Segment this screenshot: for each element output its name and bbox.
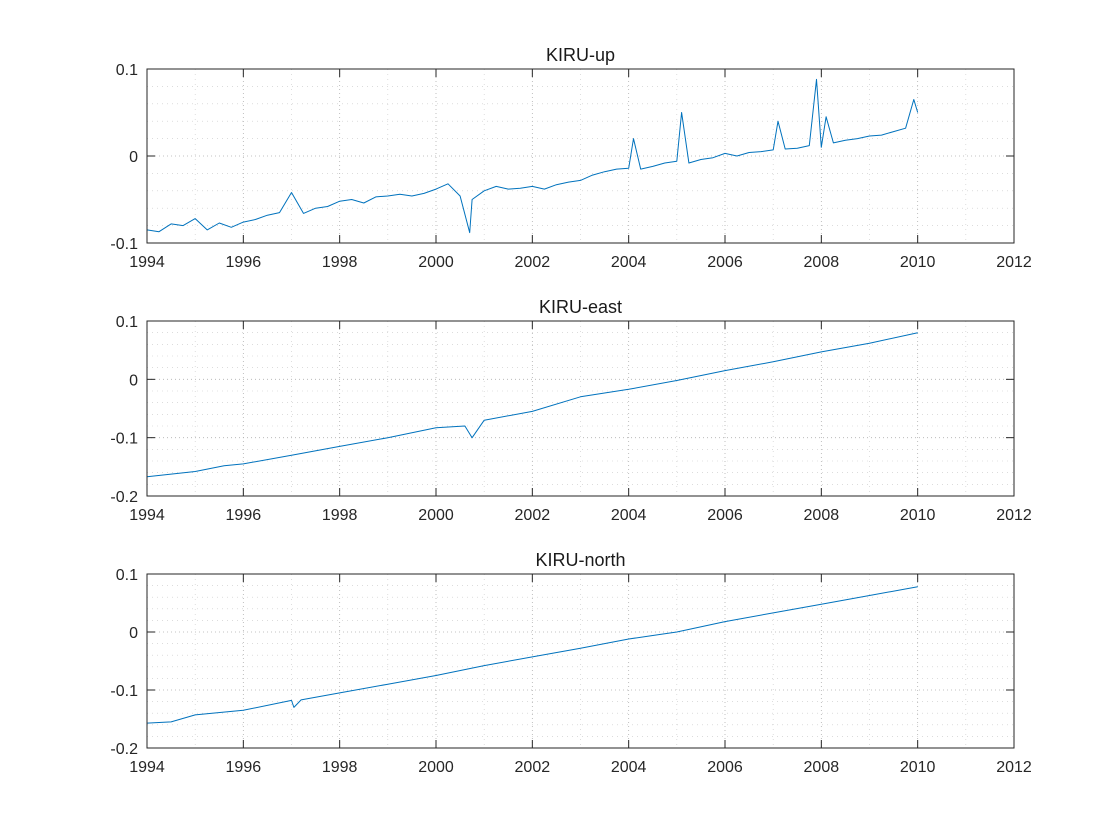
grid bbox=[147, 321, 1014, 496]
x-tick-label: 2004 bbox=[611, 759, 647, 776]
subplot-title: KIRU-east bbox=[539, 297, 622, 317]
y-tick-label: -0.1 bbox=[110, 236, 138, 253]
y-tick-label: 0.1 bbox=[116, 567, 138, 584]
axes-frame bbox=[146, 320, 1015, 497]
subplot-kiru-east: 1994 1996 1998 2000 2002 2004 2006 2008 2010 2012… bbox=[110, 297, 1031, 524]
y-tick-label: 0 bbox=[129, 625, 138, 642]
subplot-kiru-north: 1994 1996 1998 2000 2002 2004 2006 2008 2010 2012… bbox=[110, 550, 1031, 776]
x-tick-label: 1994 bbox=[129, 759, 165, 776]
x-tick-label: 2010 bbox=[900, 759, 936, 776]
x-tick-label: 1996 bbox=[226, 507, 262, 524]
x-tick-label: 2002 bbox=[515, 254, 551, 271]
y-tick-label: 0 bbox=[129, 149, 138, 166]
x-tick-label: 2000 bbox=[418, 759, 454, 776]
x-tick-label: 2002 bbox=[515, 507, 551, 524]
subplot-title: KIRU-north bbox=[535, 550, 625, 570]
y-tick-label: 0 bbox=[129, 372, 138, 389]
x-tick-label: 2012 bbox=[996, 254, 1032, 271]
x-tick-label: 1994 bbox=[129, 507, 165, 524]
series-line bbox=[146, 78, 919, 234]
series-line bbox=[146, 586, 918, 724]
series-line bbox=[146, 332, 918, 478]
x-tick-label: 2012 bbox=[996, 507, 1032, 524]
x-tick-label: 2004 bbox=[611, 254, 647, 271]
x-tick-label: 2000 bbox=[418, 254, 454, 271]
x-tick-label: 2006 bbox=[707, 759, 743, 776]
x-tick-label: 2010 bbox=[900, 507, 936, 524]
x-tick-label: 1998 bbox=[322, 507, 358, 524]
axes-frame bbox=[146, 573, 1015, 749]
x-tick-label: 1996 bbox=[226, 759, 262, 776]
subplot-title: KIRU-up bbox=[546, 45, 615, 65]
x-tick-label: 2008 bbox=[804, 254, 840, 271]
grid bbox=[147, 574, 1014, 748]
x-tick-label: 2000 bbox=[418, 507, 454, 524]
x-tick-label: 2010 bbox=[900, 254, 936, 271]
x-tick-label: 2012 bbox=[996, 759, 1032, 776]
x-tick-label: 2006 bbox=[707, 507, 743, 524]
y-tick-label: -0.1 bbox=[110, 683, 138, 700]
x-tick-label: 1994 bbox=[129, 254, 165, 271]
x-tick-label: 2008 bbox=[804, 507, 840, 524]
grid bbox=[147, 69, 1014, 243]
x-tick-label: 2004 bbox=[611, 507, 647, 524]
y-tick-label: 0.1 bbox=[116, 62, 138, 79]
y-tick-label: -0.2 bbox=[110, 741, 138, 758]
x-tick-label: 1998 bbox=[322, 759, 358, 776]
x-tick-label: 2002 bbox=[515, 759, 551, 776]
y-tick-label: -0.1 bbox=[110, 431, 138, 448]
x-tick-label: 2006 bbox=[707, 254, 743, 271]
x-tick-label: 1998 bbox=[322, 254, 358, 271]
y-tick-label: -0.2 bbox=[110, 489, 138, 506]
x-tick-label: 1996 bbox=[226, 254, 262, 271]
y-tick-label: 0.1 bbox=[116, 314, 138, 331]
subplot-kiru-up: 1994 1996 1998 2000 2002 2004 2006 2008 2010 2012… bbox=[110, 45, 1031, 271]
x-tick-label: 2008 bbox=[804, 759, 840, 776]
